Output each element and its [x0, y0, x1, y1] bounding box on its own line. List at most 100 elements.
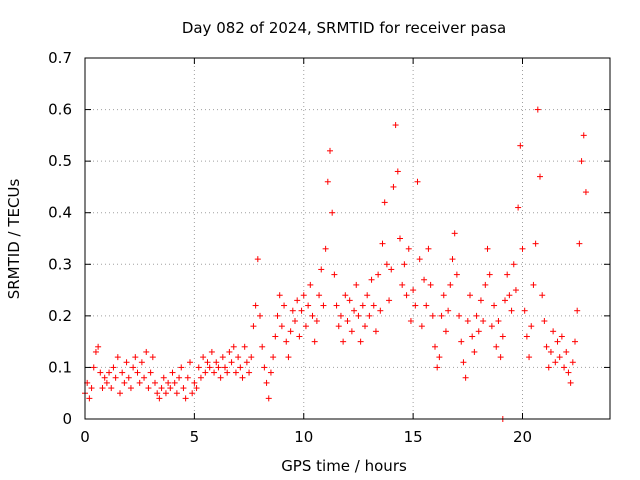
data-point [493, 343, 500, 350]
y-tick-label: 0.7 [48, 49, 72, 67]
data-point [482, 281, 489, 288]
data-point [534, 106, 541, 113]
x-axis-label: GPS time / hours [281, 457, 407, 475]
data-point [180, 385, 187, 392]
data-point [127, 385, 134, 392]
data-point [165, 379, 172, 386]
data-point [145, 385, 152, 392]
data-point [578, 158, 585, 165]
data-point [99, 385, 106, 392]
data-point [372, 328, 379, 335]
data-point [427, 281, 434, 288]
data-point [357, 338, 364, 345]
data-point [130, 364, 137, 371]
data-point [298, 307, 305, 314]
data-point [252, 302, 259, 309]
data-point [230, 343, 237, 350]
data-point [187, 359, 193, 366]
data-point [392, 122, 399, 129]
x-tick-label: 15 [404, 428, 423, 446]
data-point [300, 292, 307, 299]
data-point [502, 297, 508, 304]
data-point [447, 281, 454, 288]
data-point [283, 338, 290, 345]
data-point [95, 343, 102, 350]
data-point [541, 318, 548, 325]
data-point [377, 307, 384, 314]
data-point [368, 276, 375, 283]
data-point [235, 354, 242, 361]
data-point [149, 354, 156, 361]
data-point [197, 374, 204, 381]
data-point [526, 354, 533, 361]
data-point [329, 209, 336, 216]
data-point [173, 390, 180, 397]
data-point [112, 374, 119, 381]
data-point [206, 364, 213, 371]
data-point [117, 390, 123, 397]
data-point [189, 390, 196, 397]
data-point [486, 271, 493, 278]
data-point [141, 374, 148, 381]
data-point [475, 328, 482, 335]
data-point [576, 240, 583, 247]
data-point [471, 348, 478, 355]
data-point [543, 343, 550, 350]
data-point [453, 271, 460, 278]
data-point [246, 369, 253, 376]
data-point [294, 297, 301, 304]
data-point [222, 364, 228, 371]
data-point [460, 359, 467, 366]
data-point [287, 328, 294, 335]
data-point [307, 281, 314, 288]
data-point [580, 132, 587, 139]
x-tick-label: 10 [294, 428, 313, 446]
data-point [484, 245, 491, 252]
data-point [397, 235, 403, 242]
data-point [125, 374, 132, 381]
data-point [359, 302, 366, 309]
data-point [281, 302, 288, 309]
data-point [434, 364, 441, 371]
y-tick-label: 0.3 [48, 255, 72, 273]
data-point [226, 348, 233, 355]
data-point [147, 369, 154, 376]
data-point [388, 266, 395, 273]
data-point [184, 374, 191, 381]
data-point [335, 323, 342, 330]
data-point [182, 395, 189, 402]
data-point [318, 266, 325, 273]
data-point [469, 333, 476, 340]
data-point [169, 369, 176, 376]
data-point [248, 354, 255, 361]
data-point [515, 204, 522, 211]
data-point [510, 261, 517, 268]
data-point [366, 312, 373, 319]
data-point [567, 379, 574, 386]
data-point [403, 292, 410, 299]
data-point [405, 245, 412, 252]
data-point [399, 281, 406, 288]
data-point [351, 307, 358, 314]
data-point [394, 168, 401, 175]
data-point [473, 312, 480, 319]
data-point [353, 281, 360, 288]
data-point [200, 354, 207, 361]
data-point [381, 199, 388, 206]
data-point [552, 359, 559, 366]
data-point [302, 323, 309, 330]
data-point [436, 354, 443, 361]
data-point [305, 302, 312, 309]
data-point [309, 312, 316, 319]
data-point [86, 395, 93, 402]
data-point [512, 287, 519, 294]
data-point [379, 240, 386, 247]
data-point [119, 369, 126, 376]
data-point [521, 307, 528, 314]
data-point [204, 359, 211, 366]
data-point [432, 343, 438, 350]
data-point [138, 359, 145, 366]
data-point [195, 364, 202, 371]
data-point [176, 374, 183, 381]
data-point [421, 276, 428, 283]
